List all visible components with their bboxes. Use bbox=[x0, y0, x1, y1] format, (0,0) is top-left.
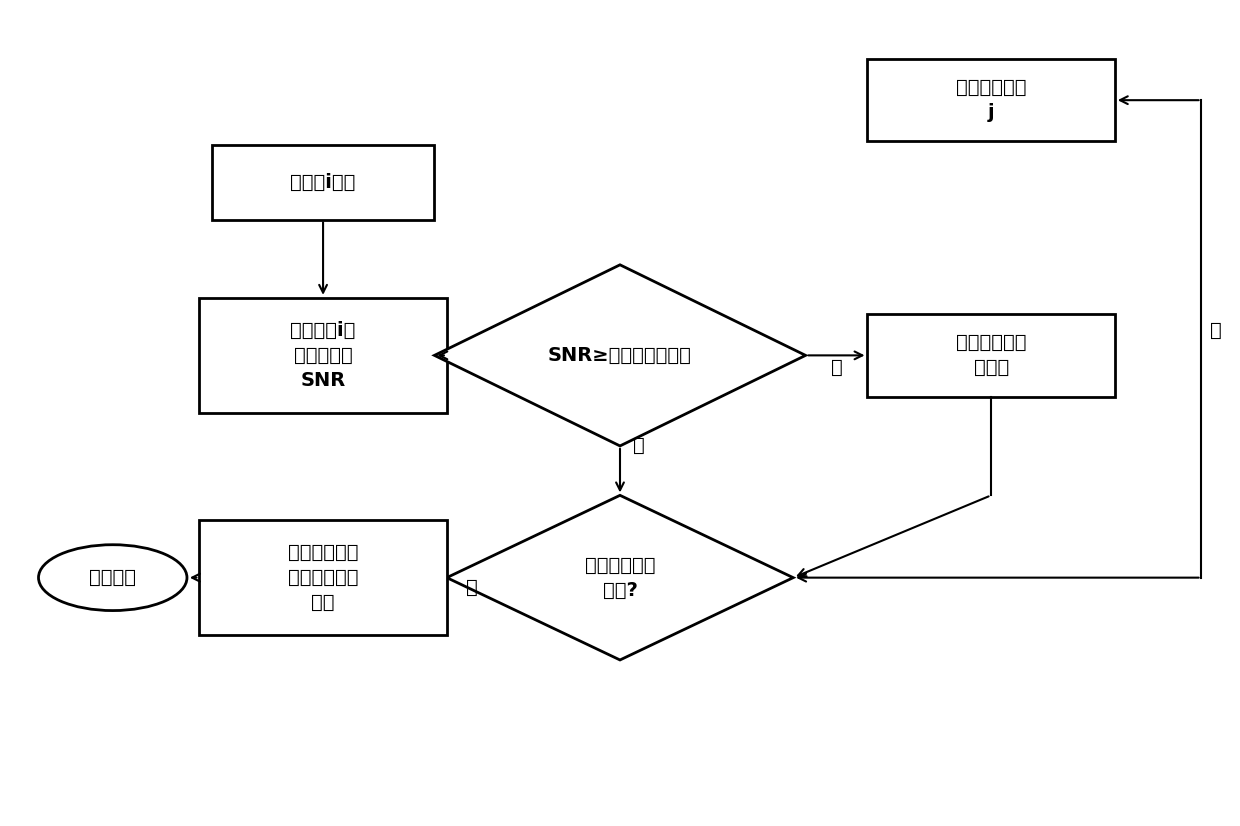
FancyBboxPatch shape bbox=[212, 145, 434, 220]
FancyBboxPatch shape bbox=[200, 520, 446, 635]
Polygon shape bbox=[434, 265, 806, 446]
Text: 测量中继i的
接收功率与
SNR: 测量中继i的 接收功率与 SNR bbox=[290, 320, 356, 390]
Text: 开始通信: 开始通信 bbox=[89, 568, 136, 587]
Text: SNR≥最低通信信噪比: SNR≥最低通信信噪比 bbox=[548, 346, 692, 365]
Text: 否: 否 bbox=[632, 436, 645, 455]
Text: 记录该中继接
收功率: 记录该中继接 收功率 bbox=[956, 334, 1027, 377]
Text: 已检查完所有
中继?: 已检查完所有 中继? bbox=[585, 556, 655, 600]
Text: 检查下一中继
j: 检查下一中继 j bbox=[956, 78, 1027, 122]
Text: 是: 是 bbox=[831, 358, 842, 377]
Text: 否: 否 bbox=[1210, 321, 1223, 340]
Text: 是: 是 bbox=[466, 578, 477, 597]
FancyBboxPatch shape bbox=[200, 297, 446, 413]
Text: 选择最大接收
功率中继随机
访问: 选择最大接收 功率中继随机 访问 bbox=[288, 544, 358, 612]
Ellipse shape bbox=[38, 544, 187, 610]
FancyBboxPatch shape bbox=[868, 59, 1115, 141]
FancyBboxPatch shape bbox=[868, 314, 1115, 396]
Text: 与中继i同步: 与中继i同步 bbox=[290, 173, 356, 192]
Polygon shape bbox=[446, 496, 794, 660]
